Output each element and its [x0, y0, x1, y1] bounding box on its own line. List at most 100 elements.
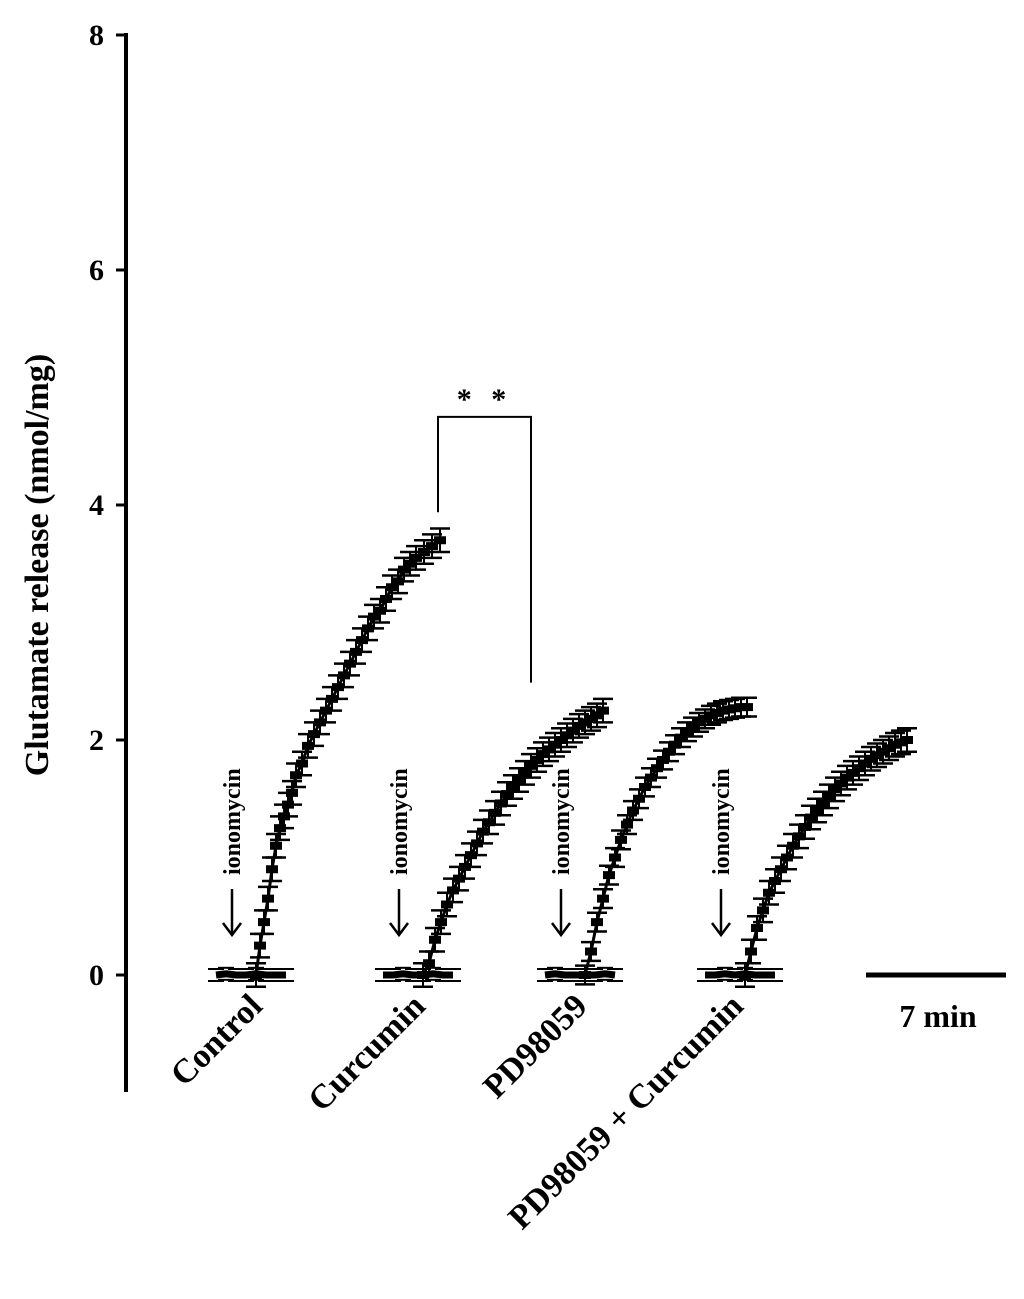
data-point: [751, 924, 763, 932]
significance-line: [437, 415, 532, 683]
y-tick-label: 8: [89, 19, 104, 52]
data-point: [591, 918, 603, 927]
trace-line: [421, 709, 604, 976]
data-point: [483, 818, 495, 827]
data-point: [501, 790, 513, 799]
ionomycin-arrowhead: [711, 922, 731, 938]
ionomycin-label: ionomycin: [549, 768, 575, 875]
data-point: [669, 740, 681, 749]
data-point: [663, 747, 675, 756]
data-point: [829, 785, 841, 794]
trace-line: [743, 738, 908, 976]
data-point: [266, 865, 278, 874]
y-axis-ticks: 0 2 4 6 8: [89, 19, 126, 992]
data-point: [615, 835, 627, 844]
data-point: [633, 794, 645, 803]
time-scale-bar: 7 min: [866, 972, 1006, 1034]
data-point: [495, 799, 507, 808]
data-point: [847, 768, 859, 777]
data-point: [489, 808, 501, 817]
series-layer: ionomycin ionomycin ionomycin ionomycin: [208, 527, 917, 988]
data-point: [531, 755, 543, 764]
data-point: [429, 935, 441, 944]
data-point: [254, 941, 266, 950]
significance-bracket: * *: [437, 383, 532, 683]
data-point: [368, 612, 380, 621]
series-pd98059-curcumin: ionomycin: [697, 727, 917, 988]
data-point: [561, 731, 573, 740]
data-point: [250, 971, 262, 979]
data-point: [609, 853, 621, 862]
y-tick-label: 4: [89, 489, 104, 522]
data-point: [805, 813, 817, 822]
data-point: [739, 971, 751, 979]
y-axis-title: Glutamate release (nmol/mg): [19, 354, 56, 776]
ionomycin-arrowhead: [389, 922, 409, 938]
series-pd98059: ionomycin: [537, 696, 757, 986]
data-point: [799, 822, 811, 831]
data-point: [543, 745, 555, 754]
data-point: [841, 773, 853, 782]
data-point: [627, 806, 639, 815]
ionomycin-label: ionomycin: [220, 768, 246, 875]
data-point: [853, 764, 865, 773]
data-point: [687, 723, 699, 732]
significance-label: * *: [457, 383, 513, 416]
data-point: [793, 832, 805, 841]
data-point: [410, 553, 422, 562]
data-point: [426, 542, 438, 551]
data-point: [823, 792, 835, 801]
y-tick-label: 0: [89, 959, 104, 992]
data-point: [675, 733, 687, 742]
series-curcumin: ionomycin: [375, 697, 613, 988]
data-point: [681, 727, 693, 736]
data-point: [441, 900, 453, 909]
data-point: [811, 806, 823, 815]
data-point: [835, 779, 847, 788]
data-point: [525, 761, 537, 770]
data-point: [741, 703, 753, 712]
data-point: [262, 894, 274, 903]
data-point: [477, 827, 489, 836]
ionomycin-arrowhead: [551, 922, 571, 938]
category-label-curcumin: Curcumin: [301, 987, 432, 1118]
series-control: ionomycin: [208, 527, 450, 988]
data-point: [567, 726, 579, 735]
data-point: [404, 559, 416, 568]
data-point: [418, 548, 430, 556]
data-point: [386, 583, 398, 592]
data-point: [435, 918, 447, 927]
data-point: [901, 736, 913, 744]
data-point: [597, 894, 609, 903]
data-point: [603, 871, 615, 880]
data-point: [513, 775, 525, 784]
data-point: [258, 918, 270, 927]
data-point: [434, 536, 446, 545]
data-point: [621, 820, 633, 829]
data-point: [286, 788, 298, 797]
data-point: [507, 783, 519, 791]
category-label-control: Control: [164, 987, 270, 1093]
data-point: [423, 959, 435, 968]
data-point: [549, 740, 561, 749]
data-point: [597, 706, 609, 715]
category-label-pd98059: PD98059: [476, 987, 594, 1105]
data-point: [787, 841, 799, 850]
scale-bar-label: 7 min: [899, 998, 977, 1034]
data-point: [555, 736, 567, 744]
y-tick-label: 2: [89, 724, 104, 757]
data-point: [591, 711, 603, 720]
data-point: [757, 906, 769, 915]
trace-line: [254, 539, 441, 976]
data-point: [859, 759, 871, 768]
data-point: [296, 759, 308, 768]
data-point: [745, 947, 757, 956]
data-point: [579, 971, 591, 979]
ionomycin-label: ionomycin: [387, 768, 413, 875]
data-point: [817, 799, 829, 808]
data-point: [585, 947, 597, 956]
y-tick-label: 6: [89, 254, 104, 287]
data-point: [537, 750, 549, 759]
